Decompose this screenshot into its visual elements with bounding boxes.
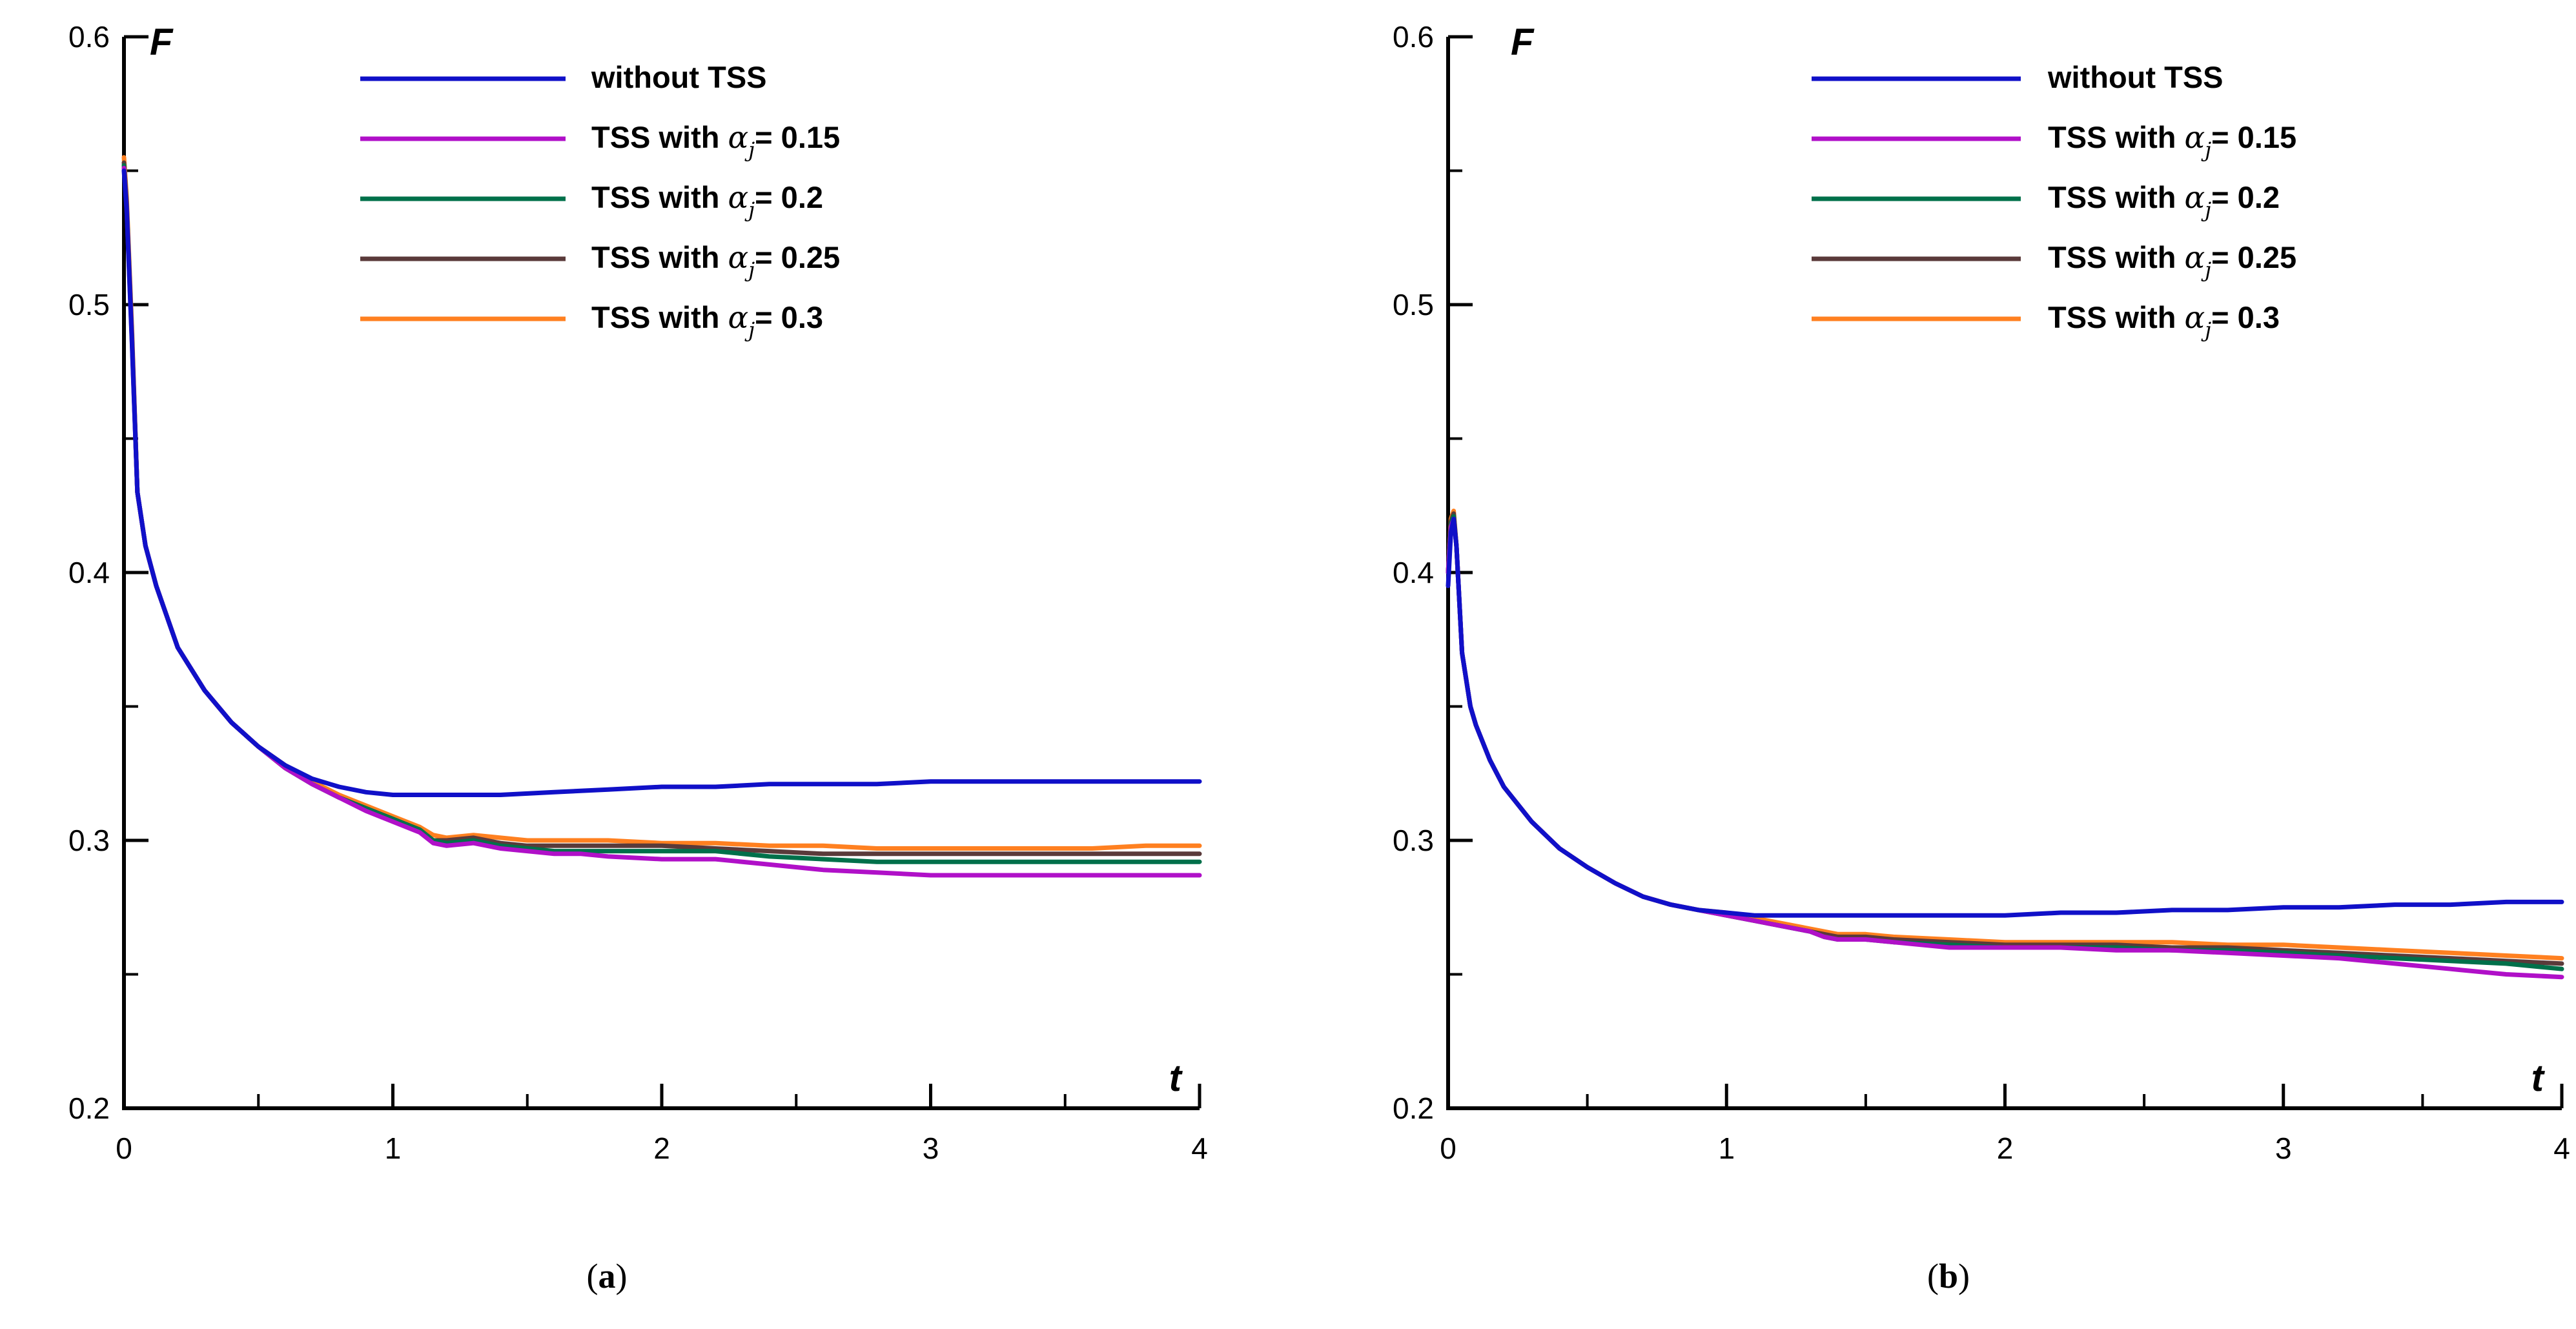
series-line-alpha-02 bbox=[1446, 514, 2564, 971]
legend-label: TSS with αj= 0.2 bbox=[591, 180, 823, 222]
x-tick-label: 3 bbox=[923, 1131, 939, 1165]
series-line-alpha-015 bbox=[1446, 516, 2564, 980]
x-tick-label: 4 bbox=[2553, 1131, 2570, 1165]
legend-entry: TSS with αj= 0.3 bbox=[360, 300, 823, 342]
legend-entry: TSS with αj= 0.15 bbox=[360, 120, 840, 162]
legend-entry: without TSS bbox=[360, 60, 767, 94]
legend-label: TSS with αj= 0.15 bbox=[591, 120, 840, 162]
y-tick-label: 0.6 bbox=[1393, 20, 1434, 54]
x-tick-label: 1 bbox=[385, 1131, 402, 1165]
panel-a: 0.2 0.3 0.4 0.5 0.6 0 1 2 3 4 Ft without TSS TSS wit… bbox=[68, 20, 1208, 1295]
x-tick-label: 3 bbox=[2275, 1131, 2292, 1165]
x-tick-label: 2 bbox=[653, 1131, 670, 1165]
legend-label: TSS with αj= 0.2 bbox=[2048, 180, 2280, 222]
y-tick-label: 0.5 bbox=[68, 288, 110, 321]
legend-entry: TSS with αj= 0.2 bbox=[1812, 180, 2280, 222]
y-tick-label: 0.5 bbox=[1393, 288, 1434, 321]
legend-entry: TSS with αj= 0.2 bbox=[360, 180, 823, 222]
series-line-without-tss bbox=[1446, 516, 2564, 918]
legend-label: without TSS bbox=[591, 60, 767, 94]
y-tick-label: 0.3 bbox=[68, 824, 110, 857]
series-line-alpha-025 bbox=[1446, 511, 2564, 966]
y-tick-label: 0.3 bbox=[1393, 824, 1434, 857]
legend-label: TSS with αj= 0.15 bbox=[2048, 120, 2296, 162]
series-line-without-tss bbox=[121, 168, 1202, 797]
x-tick-label: 0 bbox=[1440, 1131, 1457, 1165]
y-axis-label: F bbox=[150, 21, 174, 63]
y-tick-label: 0.4 bbox=[68, 556, 110, 589]
legend-label: without TSS bbox=[2047, 60, 2223, 94]
panel-caption: (b) bbox=[1927, 1257, 1970, 1295]
y-tick-label: 0.2 bbox=[1393, 1091, 1434, 1125]
x-axis-label: t bbox=[2531, 1057, 2546, 1099]
legend-entry: TSS with αj= 0.15 bbox=[1812, 120, 2296, 162]
y-tick-label: 0.6 bbox=[68, 20, 110, 54]
panel-caption: (a) bbox=[587, 1257, 628, 1295]
x-tick-label: 4 bbox=[1191, 1131, 1208, 1165]
x-tick-label: 2 bbox=[1997, 1131, 2014, 1165]
legend-label: TSS with αj= 0.3 bbox=[591, 300, 823, 342]
x-tick-label: 0 bbox=[116, 1131, 132, 1165]
legend-label: TSS with αj= 0.25 bbox=[591, 240, 840, 282]
legend-label: TSS with αj= 0.25 bbox=[2048, 240, 2296, 282]
legend: without TSS TSS with αj= 0.15 TSS with αj=… bbox=[360, 60, 840, 342]
y-tick-label: 0.2 bbox=[68, 1091, 110, 1125]
legend: without TSS TSS with αj= 0.15 TSS with αj=… bbox=[1812, 60, 2296, 342]
legend-entry: TSS with αj= 0.3 bbox=[1812, 300, 2280, 342]
x-tick-label: 1 bbox=[1718, 1131, 1735, 1165]
series-line-alpha-03 bbox=[1446, 509, 2564, 961]
panel-b: 0.2 0.3 0.4 0.5 0.6 0 1 2 3 4 Ft without TSS TSS wit… bbox=[1393, 20, 2570, 1295]
legend-label: TSS with αj= 0.3 bbox=[2048, 300, 2280, 342]
y-axis-label: F bbox=[1511, 21, 1535, 63]
legend-entry: TSS with αj= 0.25 bbox=[1812, 240, 2296, 282]
y-tick-label: 0.4 bbox=[1393, 556, 1434, 589]
legend-entry: TSS with αj= 0.25 bbox=[360, 240, 840, 282]
legend-entry: without TSS bbox=[1812, 60, 2223, 94]
x-axis-label: t bbox=[1169, 1057, 1183, 1099]
